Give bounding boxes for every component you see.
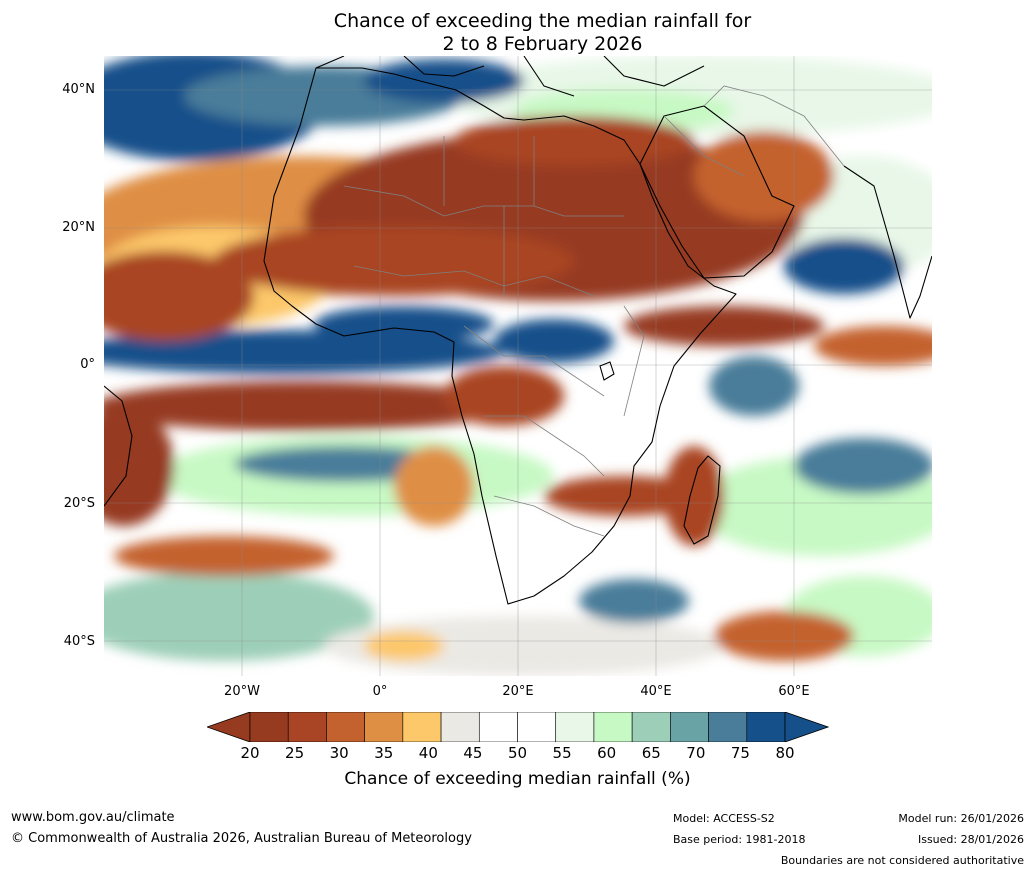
field-wet-dark-congo <box>494 319 614 363</box>
graticule <box>104 56 932 676</box>
colorbar-tick-label: 75 <box>730 744 750 762</box>
colorbar-cell <box>402 712 442 742</box>
field-wet-steel-indian-ocean <box>709 356 799 416</box>
field-dry-southern-africa <box>544 476 704 516</box>
border-east-africa <box>623 305 645 417</box>
field-dry-mid-arabia <box>694 131 834 221</box>
colorbar-cell <box>364 712 404 742</box>
colorbar <box>207 712 829 742</box>
colorbar-cell <box>555 712 595 742</box>
field-dry-yellow-south <box>364 631 444 661</box>
rainfall-probability-map <box>104 56 932 676</box>
lon-label-40e: 40°E <box>640 684 672 699</box>
probability-field <box>104 56 932 676</box>
footer-disclaimer: Boundaries are not considered authoritat… <box>780 854 1024 867</box>
south-america-coastline <box>104 385 133 507</box>
field-dry-north-africa <box>454 116 694 166</box>
lon-label-0: 0° <box>372 684 388 699</box>
field-dry-madagascar <box>664 446 724 546</box>
colorbar-high-arrow <box>784 712 829 742</box>
map-title-line1: Chance of exceeding the median rainfall … <box>333 10 752 32</box>
map-title-line2: 2 to 8 February 2026 <box>442 33 643 55</box>
colorbar-tick-label: 40 <box>418 744 438 762</box>
footer-issued: Issued: 28/01/2026 <box>917 833 1024 846</box>
colorbar-cell <box>593 712 633 742</box>
europe-coastline <box>315 56 705 97</box>
colorbar-tick-label: 80 <box>775 744 795 762</box>
field-wet-steel-southeast <box>794 438 932 494</box>
field-dry-west-atlantic <box>104 251 254 341</box>
colorbar-tick-label: 50 <box>507 744 528 762</box>
field-dry-dark-south-atlantic <box>104 381 514 431</box>
field-neutral-south <box>324 616 724 676</box>
colorbar-cell <box>478 712 518 742</box>
lat-label-40n: 40°N <box>62 82 95 97</box>
field-dry-central-africa <box>444 366 564 426</box>
colorbar-cell <box>746 712 786 742</box>
political-borders <box>343 85 845 537</box>
colorbar-cells <box>249 712 786 742</box>
colorbar-cell <box>249 712 289 742</box>
map-title: Chance of exceeding the median rainfall … <box>0 10 1035 56</box>
field-dry-mid-southeast <box>714 611 854 661</box>
lat-label-40s: 40°S <box>63 634 95 649</box>
field-wet-dark-guinea <box>314 306 494 342</box>
colorbar-tick-label: 25 <box>285 744 305 762</box>
field-dry-dark-horn <box>624 306 824 346</box>
lat-label-equator: 0° <box>80 357 95 372</box>
colorbar-tick-label: 55 <box>552 744 572 762</box>
colorbar-tick-label: 20 <box>240 744 260 762</box>
colorbar-tick-label: 45 <box>463 744 483 762</box>
colorbar-cell <box>287 712 327 742</box>
field-wet-dark-arabian-sea <box>784 238 904 294</box>
footer-website[interactable]: www.bom.gov.au/climate <box>11 810 175 825</box>
colorbar-cell <box>517 712 557 742</box>
field-dry-light-south <box>394 446 474 526</box>
colorbar-cell <box>631 712 671 742</box>
lat-label-20n: 20°N <box>62 220 95 235</box>
border-sahel <box>353 265 595 297</box>
field-wet-steel-mozambique <box>579 579 689 623</box>
africa-coastline <box>263 67 737 605</box>
colorbar-cell <box>440 712 480 742</box>
coastlines <box>104 56 932 605</box>
colorbar-cell <box>708 712 748 742</box>
border-middle-east <box>663 85 845 177</box>
colorbar-cell <box>670 712 709 742</box>
lake-victoria-coastline <box>599 361 615 381</box>
footer-model: Model: ACCESS-S2 <box>673 812 775 825</box>
border-libya-chad <box>443 136 535 296</box>
footer-model-run: Model run: 26/01/2026 <box>898 812 1024 825</box>
colorbar-title: Chance of exceeding median rainfall (%) <box>344 769 691 789</box>
field-wet-dark-north <box>364 59 524 103</box>
madagascar-coastline <box>683 455 721 545</box>
colorbar-tick-label: 30 <box>329 744 349 762</box>
border-congo-angola <box>484 415 605 477</box>
border-sahara-north <box>343 185 624 217</box>
border-southern-africa <box>493 495 605 537</box>
lon-label-60e: 60°E <box>778 684 810 699</box>
arabian-peninsula-coastline <box>639 105 795 279</box>
colorbar-cell <box>326 712 365 742</box>
lon-label-20w: 20°W <box>224 684 260 699</box>
colorbar-tick-label: 60 <box>597 744 617 762</box>
colorbar-tick-label: 65 <box>641 744 661 762</box>
map-canvas <box>104 56 932 676</box>
border-central-africa <box>463 325 605 397</box>
field-dry-mid-southwest <box>114 536 334 576</box>
colorbar-low-arrow <box>207 712 251 742</box>
lon-label-20e: 20°E <box>502 684 534 699</box>
colorbar-tick-label: 35 <box>374 744 394 762</box>
footer-base-period: Base period: 1981-2018 <box>673 833 806 846</box>
colorbar-tick-label: 70 <box>686 744 706 762</box>
lat-label-20s: 20°S <box>63 496 95 511</box>
field-dry-dark-brazil-coast <box>104 406 174 526</box>
field-dry-mid-east-indian <box>814 326 932 366</box>
footer-copyright: © Commonwealth of Australia 2026, Austra… <box>11 831 472 846</box>
india-coastline <box>843 165 932 319</box>
field-wet-teal-southwest <box>104 571 374 661</box>
